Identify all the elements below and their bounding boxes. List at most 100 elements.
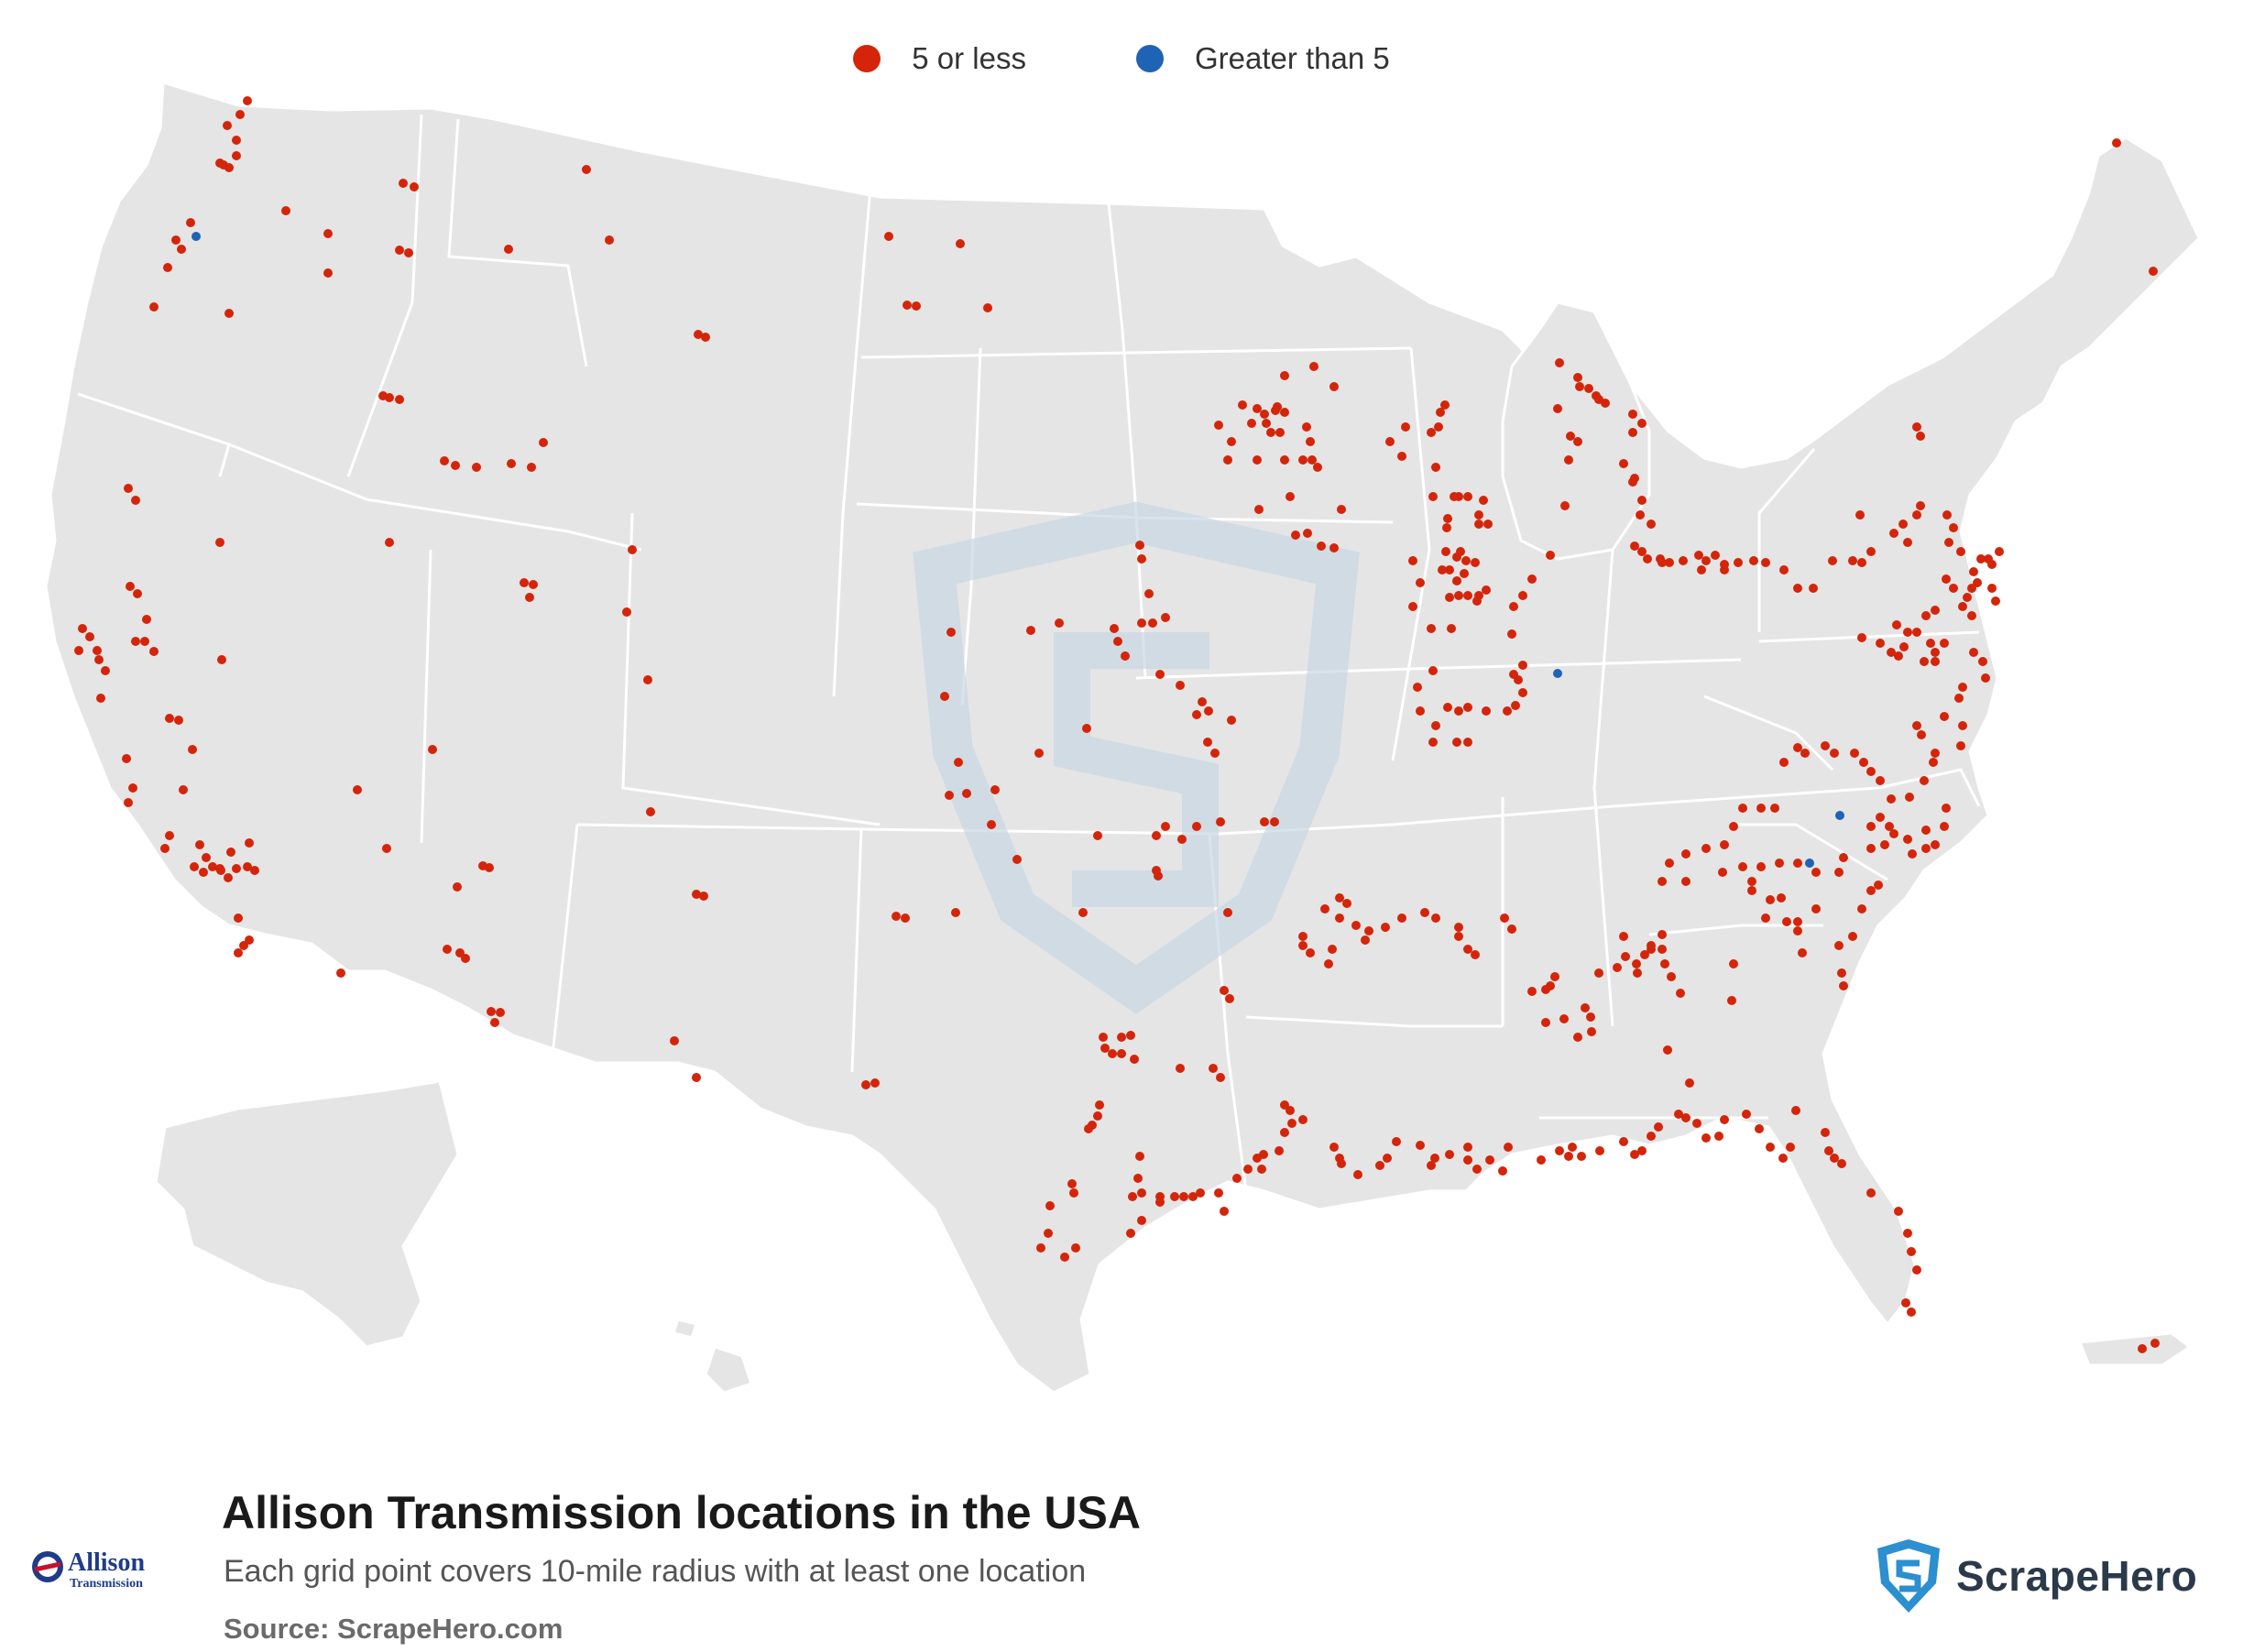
location-dot: [1811, 904, 1821, 914]
location-dot: [1956, 741, 1965, 750]
location-dot: [1694, 551, 1703, 560]
location-dot: [1280, 408, 1289, 417]
location-dot: [1298, 941, 1308, 950]
location-dot: [234, 948, 243, 957]
location-dot: [78, 624, 87, 633]
location-dot: [1401, 422, 1410, 432]
location-dot: [1216, 817, 1225, 826]
legend-label: 5 or less: [912, 41, 1026, 75]
location-dot: [1633, 968, 1642, 978]
points-greater-than-5: [191, 232, 1844, 868]
location-dot: [1793, 743, 1802, 752]
location-dot: [1912, 1265, 1921, 1275]
location-dot: [1809, 584, 1818, 593]
allison-logo-icon: Allison Transmission: [32, 1548, 145, 1591]
location-dot: [1474, 520, 1483, 529]
location-dot: [224, 163, 234, 172]
location-dot: [1254, 505, 1264, 514]
location-dot: [1303, 529, 1312, 538]
location-dot: [1498, 1166, 1507, 1176]
location-dot: [1701, 1133, 1711, 1143]
location-dot: [1110, 624, 1119, 633]
location-dot: [1987, 560, 1997, 569]
location-dot: [1967, 584, 1976, 593]
location-dot: [1766, 895, 1775, 904]
location-dot: [353, 785, 362, 794]
location-dot: [101, 666, 110, 675]
location-dot: [1903, 538, 1912, 547]
location-dot: [281, 206, 290, 215]
location-dot: [1747, 886, 1756, 895]
location-dot: [1454, 923, 1463, 932]
location-dot: [195, 840, 204, 849]
location-dot: [1225, 994, 1234, 1003]
location-dot: [1342, 899, 1351, 908]
location-dot: [1665, 558, 1674, 567]
location-dot: [1636, 510, 1645, 520]
location-dot: [1427, 1161, 1436, 1170]
location-dot: [1440, 400, 1450, 410]
location-dot: [487, 1007, 496, 1016]
location-dot: [1452, 576, 1461, 585]
location-dot: [1408, 556, 1417, 565]
location-dot: [1291, 531, 1300, 540]
location-dot: [1298, 455, 1308, 465]
location-dot: [1553, 404, 1562, 413]
location-dot: [1834, 941, 1844, 950]
legend: 5 or less Greater than 5: [0, 33, 2243, 84]
location-dot: [1663, 1045, 1672, 1055]
location-dot: [1082, 724, 1091, 733]
location-dot: [1692, 1119, 1701, 1128]
location-dot: [1658, 558, 1667, 567]
location-dot: [1621, 952, 1630, 961]
location-dot: [1837, 968, 1846, 978]
location-dot: [190, 862, 199, 871]
location-dot: [1518, 688, 1527, 697]
location-dot: [1647, 520, 1656, 529]
location-dot: [1509, 602, 1518, 611]
points-5-or-less: [74, 96, 2160, 1353]
location-dot: [1595, 1146, 1604, 1155]
location-dot: [1654, 1122, 1663, 1132]
location-dot: [1987, 584, 1997, 593]
location-dot: [884, 232, 893, 241]
location-dot: [1647, 941, 1656, 950]
location-dot: [1144, 589, 1154, 598]
location-dot: [527, 463, 536, 472]
location-dot: [701, 333, 710, 342]
location-dot: [186, 218, 195, 227]
location-dot: [1511, 701, 1520, 710]
location-dot: [395, 246, 404, 255]
puerto-rico-shape: [2078, 1331, 2192, 1367]
location-dot: [245, 935, 254, 945]
location-dot: [232, 864, 241, 873]
location-dot: [1463, 1155, 1472, 1165]
location-dot: [1161, 613, 1170, 622]
location-dot: [1658, 877, 1667, 886]
location-dot: [133, 589, 142, 598]
location-dot: [1921, 611, 1931, 620]
svg-text:Transmission: Transmission: [70, 1577, 143, 1591]
location-dot: [1637, 547, 1647, 556]
location-dot: [1223, 908, 1232, 917]
location-dot: [1270, 817, 1279, 826]
location-dot: [1266, 428, 1275, 437]
location-dot: [1931, 648, 1940, 657]
location-dot: [1137, 1216, 1146, 1225]
location-dot: [1209, 1064, 1218, 1073]
location-dot: [1755, 1124, 1764, 1133]
location-dot: [1594, 968, 1603, 978]
location-dot: [1889, 529, 1898, 538]
location-dot: [163, 263, 172, 272]
location-dot: [1720, 840, 1729, 849]
hawaii-maui: [672, 1318, 698, 1340]
location-dot: [1044, 1229, 1053, 1238]
location-dot: [243, 96, 252, 105]
location-dot: [1857, 558, 1866, 567]
location-dot: [1738, 804, 1747, 813]
location-dot: [1192, 710, 1201, 719]
location-dot: [1779, 758, 1789, 767]
location-dot: [1461, 556, 1471, 565]
location-dot: [177, 245, 186, 254]
location-dot: [1247, 419, 1256, 428]
